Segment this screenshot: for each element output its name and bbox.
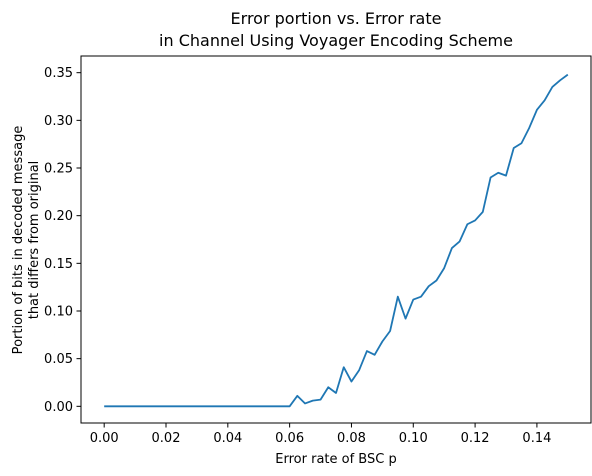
chart-title: Error portion vs. Error rate in Channel … [159, 9, 513, 50]
y-tick-label: 0.35 [44, 66, 73, 81]
x-tick-label: 0.10 [399, 431, 428, 446]
x-tick-label: 0.06 [275, 431, 304, 446]
y-tick-label: 0.30 [44, 114, 73, 129]
y-axis-label: Portion of bits in decoded message that … [11, 126, 42, 355]
y-tick-label: 0.15 [44, 257, 73, 272]
x-tick-label: 0.02 [152, 431, 181, 446]
chart-title-line-1: Error portion vs. Error rate [231, 9, 442, 28]
x-axis-label: Error rate of BSC p [275, 452, 396, 467]
chart-title-line-2: in Channel Using Voyager Encoding Scheme [159, 31, 513, 50]
series-line-0 [104, 73, 569, 408]
x-tick-label: 0.04 [213, 431, 242, 446]
x-tick-label: 0.14 [522, 431, 551, 446]
y-axis-label-line-1: Portion of bits in decoded message [11, 126, 26, 355]
y-tick-label: 0.10 [44, 304, 73, 319]
y-tick-label: 0.00 [44, 400, 73, 415]
y-axis-label-line-2: that differs from original [27, 161, 42, 320]
series-layer [104, 73, 569, 408]
y-axis-ticks: 0.00 0.05 0.10 0.15 0.20 0.25 0.30 0.35 [44, 66, 81, 415]
y-tick-label: 0.05 [44, 352, 73, 367]
plot-area-frame [80, 55, 592, 424]
x-tick-label: 0.00 [90, 431, 119, 446]
y-tick-label: 0.25 [44, 162, 73, 177]
x-axis-ticks: 0.00 0.02 0.04 0.06 0.08 0.10 0.12 0.14 [90, 423, 551, 446]
x-tick-label: 0.08 [337, 431, 366, 446]
x-tick-label: 0.12 [461, 431, 490, 446]
y-tick-label: 0.20 [44, 209, 73, 224]
